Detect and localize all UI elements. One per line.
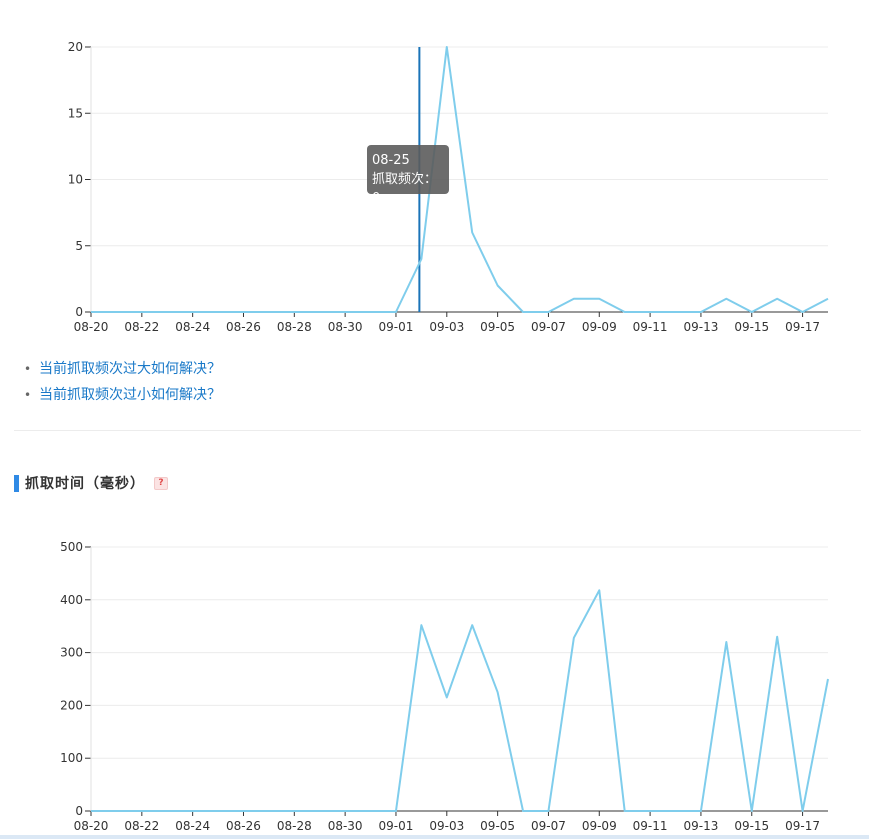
x-tick-label: 08-26 [226, 320, 261, 334]
x-tick-label: 09-17 [785, 819, 820, 833]
y-tick-label: 300 [60, 646, 83, 660]
y-tick-label: 0 [75, 305, 83, 319]
x-tick-label: 09-11 [633, 819, 668, 833]
x-tick-label: 08-22 [124, 320, 159, 334]
x-tick-label: 09-07 [531, 320, 566, 334]
tooltip-separator: ： [424, 172, 438, 187]
x-tick-label: 09-03 [429, 819, 464, 833]
x-tick-label: 09-09 [582, 819, 617, 833]
y-tick-label: 20 [68, 40, 83, 54]
crawl-time-plot[interactable]: 0 100 200 300 400 500 08-20 08-22 08-24 08-26 08-2… [0, 500, 869, 839]
y-tick-label: 0 [75, 804, 83, 818]
x-tick-label: 09-09 [582, 320, 617, 334]
list-item: 当前抓取频次过小如何解决？ [22, 384, 221, 410]
x-tick-label: 09-13 [683, 819, 718, 833]
chart-tooltip: 08-25 抓取频次： 0 [367, 145, 449, 206]
tooltip-label: 抓取频次 [372, 172, 425, 187]
x-tick-label: 09-03 [429, 320, 464, 334]
x-tick-label: 08-30 [328, 320, 363, 334]
help-links-list: 当前抓取频次过大如何解决？ 当前抓取频次过小如何解决？ [22, 358, 221, 410]
x-tick-label: 09-15 [734, 819, 769, 833]
x-tick-label: 08-30 [328, 819, 363, 833]
crawl-time-chart[interactable]: 0 100 200 300 400 500 08-20 08-22 08-24 08-26 08-2… [0, 500, 869, 839]
x-tick-label: 08-20 [74, 320, 109, 334]
section-header: 抓取时间（毫秒） ? [14, 474, 168, 492]
x-tick-label: 08-28 [277, 819, 312, 833]
series-line [91, 46, 829, 313]
help-question-icon[interactable]: ? [154, 476, 168, 490]
x-tick-label: 09-11 [633, 320, 668, 334]
x-tick-label: 09-07 [531, 819, 566, 833]
x-tick-label: 09-01 [379, 320, 414, 334]
x-tick-label: 08-22 [124, 819, 159, 833]
series-line [91, 589, 829, 812]
y-tick-label: 5 [75, 239, 83, 253]
x-tick-label: 08-24 [175, 819, 210, 833]
x-tick-label: 09-01 [379, 819, 414, 833]
y-tick-label: 10 [68, 173, 83, 187]
y-tick-label: 400 [60, 593, 83, 607]
tooltip-date: 08-25 [372, 153, 410, 168]
x-tick-label: 09-15 [734, 320, 769, 334]
section-title: 抓取时间（毫秒） [25, 476, 145, 492]
x-tick-label: 08-28 [277, 320, 312, 334]
tooltip-value: 0 [372, 191, 381, 206]
crawl-frequency-plot[interactable]: 0 5 10 15 20 08-20 08-22 08-24 08-26 08-28 08-30 09… [0, 0, 869, 340]
y-tick-label: 500 [60, 540, 83, 554]
y-tick-label: 15 [68, 106, 83, 120]
x-tick-label: 08-24 [175, 320, 210, 334]
x-tick-label: 08-26 [226, 819, 261, 833]
crawl-frequency-chart[interactable]: 0 5 10 15 20 08-20 08-22 08-24 08-26 08-28 08-30 09… [0, 0, 869, 340]
bottom-strip [0, 835, 869, 839]
section-accent-bar [14, 474, 19, 492]
y-tick-label: 100 [60, 751, 83, 765]
tooltip-value-row: 抓取频次： 0 [372, 170, 444, 208]
x-tick-label: 08-20 [74, 819, 109, 833]
section-divider [14, 430, 861, 431]
x-tick-label: 09-13 [683, 320, 718, 334]
x-tick-label: 09-17 [785, 320, 820, 334]
x-tick-label: 09-05 [480, 819, 515, 833]
link-frequency-too-low[interactable]: 当前抓取频次过小如何解决？ [39, 387, 221, 403]
x-tick-label: 09-05 [480, 320, 515, 334]
y-tick-label: 200 [60, 698, 83, 712]
list-item: 当前抓取频次过大如何解决？ [22, 358, 221, 384]
link-frequency-too-high[interactable]: 当前抓取频次过大如何解决？ [39, 361, 221, 377]
